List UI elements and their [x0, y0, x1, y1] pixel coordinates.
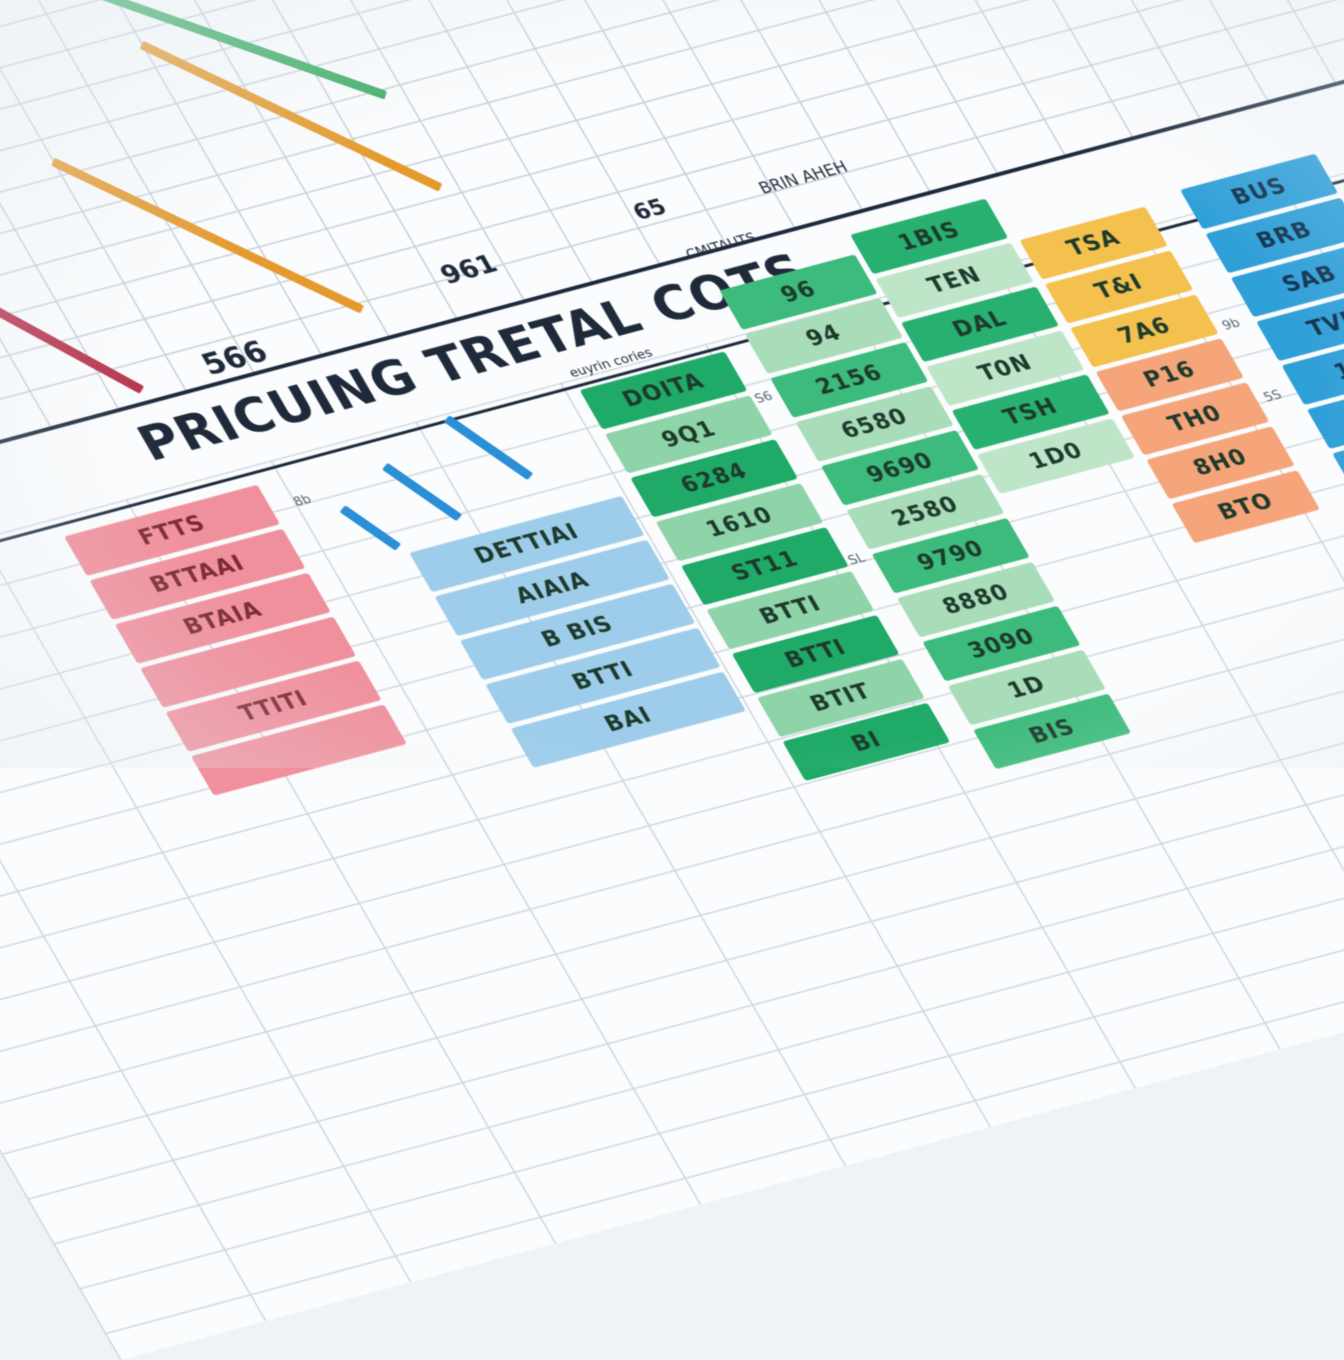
spreadsheet-sheet: PRICUING TRETAL COTS 566 961 65 CMITAUTS… — [0, 0, 1344, 1360]
